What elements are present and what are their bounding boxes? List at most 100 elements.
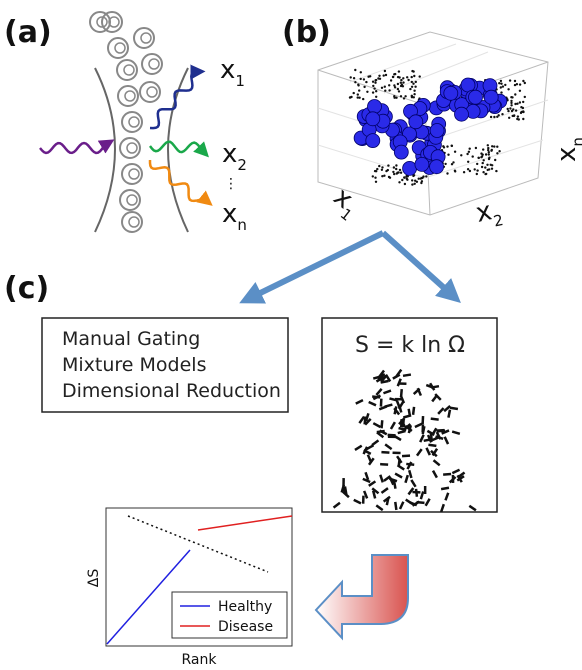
point	[350, 96, 352, 98]
axis-label: x2	[473, 194, 505, 233]
point	[357, 84, 359, 86]
stroke-mark	[402, 454, 410, 457]
point	[469, 170, 471, 172]
panel-label: (b)	[282, 15, 331, 50]
axis-label: x1	[325, 182, 366, 225]
point	[393, 166, 395, 168]
point	[350, 76, 352, 78]
stroke-mark	[424, 486, 427, 494]
point	[375, 90, 377, 92]
point	[395, 164, 397, 166]
equation: S = k ln Ω	[355, 333, 465, 358]
point	[421, 177, 423, 179]
point	[400, 172, 402, 174]
light-waves	[40, 72, 207, 201]
point	[402, 77, 404, 79]
point	[383, 175, 385, 177]
point	[357, 96, 359, 98]
axis-label: xn	[552, 137, 582, 162]
point	[481, 166, 483, 168]
point	[486, 164, 488, 166]
point	[472, 155, 474, 157]
point	[511, 96, 513, 98]
cell-core	[129, 217, 139, 227]
point	[514, 93, 516, 95]
point	[400, 82, 402, 84]
point	[488, 153, 490, 155]
cell-core	[124, 65, 134, 75]
point	[378, 75, 380, 77]
point	[482, 162, 484, 164]
point	[374, 170, 376, 172]
point	[507, 108, 509, 110]
cell-core	[129, 117, 139, 127]
point	[404, 95, 406, 97]
point	[411, 86, 413, 88]
point	[510, 102, 512, 104]
panel-label: (a)	[4, 15, 52, 50]
point	[397, 88, 399, 90]
point	[358, 89, 360, 91]
subscript: 2	[237, 156, 247, 174]
point	[488, 151, 490, 153]
stroke-mark	[452, 475, 455, 483]
point	[519, 83, 521, 85]
point	[381, 175, 383, 177]
point	[500, 83, 502, 85]
point	[419, 75, 421, 77]
point	[411, 76, 413, 78]
point	[455, 107, 469, 121]
cell-core	[127, 195, 137, 205]
point	[524, 82, 526, 84]
subscript: n	[569, 137, 582, 147]
stroke-mark	[421, 416, 424, 424]
point	[397, 76, 399, 78]
point	[353, 92, 355, 94]
point	[491, 168, 493, 170]
point	[381, 87, 383, 89]
point	[467, 168, 469, 170]
point	[490, 116, 492, 118]
point	[502, 85, 504, 87]
point	[412, 83, 414, 85]
point	[402, 81, 404, 83]
point	[407, 79, 409, 81]
cell-core	[129, 169, 139, 179]
point	[388, 89, 390, 91]
point	[414, 183, 416, 185]
point	[500, 86, 502, 88]
point	[409, 115, 423, 129]
point	[485, 153, 487, 155]
wave	[40, 143, 108, 153]
point	[413, 75, 415, 77]
point	[411, 183, 413, 185]
point	[443, 146, 445, 148]
point	[392, 171, 394, 173]
var: x	[222, 199, 237, 229]
point	[476, 169, 478, 171]
stroke-mark	[398, 382, 406, 385]
output-label: x1	[220, 55, 245, 90]
point	[406, 76, 408, 78]
point	[373, 87, 375, 89]
point	[496, 152, 498, 154]
point	[512, 108, 514, 110]
point	[389, 177, 391, 179]
point	[508, 117, 510, 119]
point	[400, 95, 402, 97]
point	[504, 84, 506, 86]
point	[400, 79, 402, 81]
point	[384, 90, 386, 92]
point	[376, 168, 378, 170]
point	[393, 95, 395, 97]
point	[372, 85, 374, 87]
point	[496, 146, 498, 148]
stroke-mark	[380, 463, 388, 466]
point	[404, 183, 406, 185]
point	[403, 176, 405, 178]
panel-label: (c)	[4, 271, 49, 306]
point	[393, 84, 395, 86]
point	[494, 159, 496, 161]
point	[515, 109, 517, 111]
stroke-mark	[381, 451, 389, 454]
